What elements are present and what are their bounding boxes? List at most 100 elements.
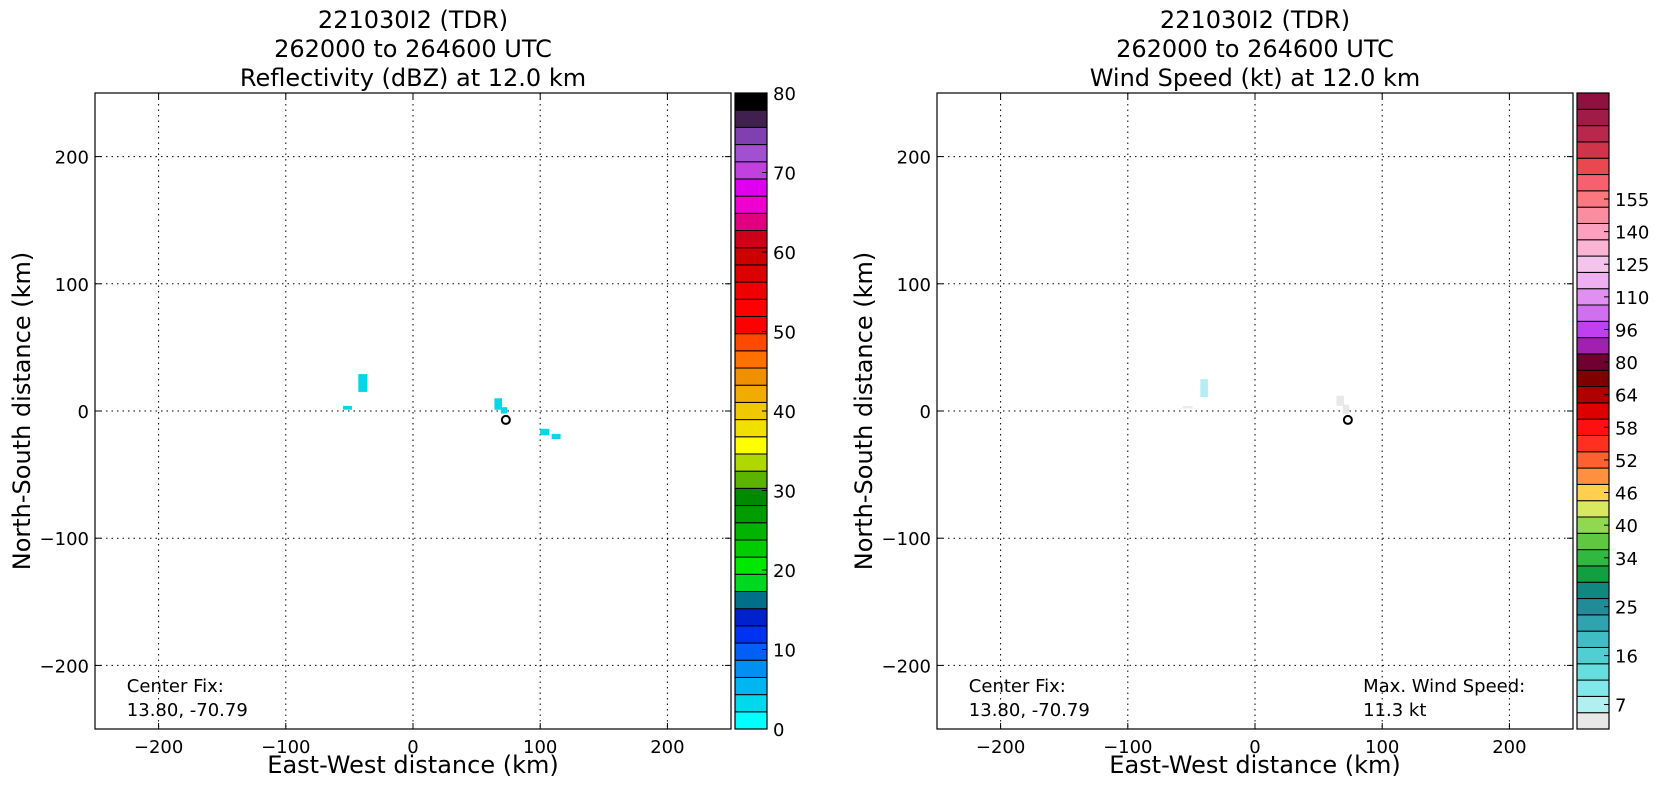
colorbar-tick-label: 40: [1615, 516, 1638, 537]
colorbar-segment: [734, 212, 768, 232]
colorbar-segment: [734, 126, 768, 146]
plot-frame: [936, 92, 1574, 730]
colorbar-frame: [1576, 92, 1610, 730]
x-tick-label: −200: [976, 737, 1025, 758]
colorbar-tick-label: 20: [773, 561, 796, 582]
colorbar-segment: [734, 590, 768, 610]
colorbar-segment: [734, 144, 768, 163]
chart-title-line: 221030I2 (TDR): [318, 6, 508, 34]
colorbar-segment: [1576, 679, 1610, 697]
colorbar-tick-label: 155: [1615, 190, 1649, 211]
colorbar-segment: [1576, 614, 1610, 632]
plot-annotation: 13.80, -70.79: [127, 700, 248, 721]
colorbar-tick-label: 50: [773, 323, 796, 344]
center-fix-marker: [500, 414, 511, 425]
colorbar-segment: [734, 350, 768, 369]
colorbar-tick-label: 40: [773, 402, 796, 423]
x-tick-label: 0: [407, 737, 418, 758]
colorbar-segment: [1576, 434, 1610, 453]
plot-annotation: 13.80, -70.79: [969, 700, 1090, 721]
colorbar-segment: [734, 642, 768, 661]
colorbar-segment: [734, 281, 768, 300]
colorbar-tick-label: 60: [773, 243, 796, 264]
plot-annotation: Center Fix:: [969, 676, 1066, 697]
reflectivity-chart: 221030I2 (TDR)262000 to 264600 UTCReflec…: [8, 6, 796, 779]
colorbar-segment: [734, 573, 768, 592]
colorbar-segment: [1576, 402, 1610, 420]
colorbar-segment: [1576, 467, 1610, 485]
echo-cell: [500, 407, 508, 414]
colorbar-tick-label: 80: [1615, 353, 1638, 374]
colorbar-segment: [1576, 630, 1610, 648]
colorbar-segment: [1576, 369, 1610, 388]
colorbar-segment: [734, 298, 768, 317]
echo-cell: [540, 428, 550, 436]
colorbar-tick-label: 96: [1615, 320, 1638, 341]
colorbar-segment: [734, 505, 768, 524]
plot-area: [95, 93, 731, 729]
colorbar-segment: [734, 539, 768, 558]
colorbar-segment: [1576, 174, 1610, 192]
colorbar-segment: [1576, 304, 1610, 322]
chart-title-line: Wind Speed (kt) at 12.0 km: [1090, 64, 1421, 92]
colorbar-tick-label: 34: [1615, 549, 1638, 570]
echo-cell: [1200, 379, 1208, 398]
x-tick-label: −200: [134, 737, 183, 758]
y-tick-label: 200: [897, 148, 931, 169]
echo-cell: [1336, 395, 1345, 406]
colorbar-segment: [734, 625, 768, 644]
colorbar-segment: [1576, 157, 1610, 176]
y-tick-label: −200: [40, 656, 89, 677]
x-tick-label: 100: [1365, 737, 1399, 758]
colorbar-segment: [1576, 663, 1610, 681]
colorbar-segment: [1576, 141, 1610, 159]
echo-cell: [343, 405, 352, 410]
x-tick-label: 200: [1492, 737, 1526, 758]
colorbar-segment: [734, 711, 768, 730]
colorbar-tick-label: 64: [1615, 386, 1638, 407]
colorbar-segment: [734, 419, 768, 438]
colorbar-segment: [734, 178, 768, 197]
colorbar-segment: [734, 109, 768, 128]
colorbar-tick-label: 70: [773, 164, 796, 185]
x-tick-label: 200: [650, 737, 684, 758]
colorbar-segment: [1576, 532, 1610, 551]
colorbar-segment: [1576, 239, 1610, 257]
colorbar-segment: [1576, 712, 1610, 730]
x-axis-label: East-West distance (km): [1109, 751, 1400, 779]
colorbar-tick-label: 16: [1615, 647, 1638, 668]
y-tick-label: −200: [882, 656, 931, 677]
colorbar-tick-label: 80: [773, 84, 796, 105]
colorbar-tick-label: 10: [773, 641, 796, 662]
colorbar-tick-label: 25: [1615, 598, 1638, 619]
colorbar-tick-label: 0: [773, 720, 784, 741]
echo-cell: [494, 398, 503, 410]
colorbar-segment: [734, 436, 768, 455]
plot-annotation: 11.3 kt: [1363, 700, 1426, 721]
colorbar-segment: [734, 470, 768, 489]
colorbar-segment: [1576, 206, 1610, 224]
x-tick-label: −100: [261, 737, 310, 758]
plot-annotation: Max. Wind Speed:: [1363, 676, 1525, 697]
colorbar-tick-label: 52: [1615, 451, 1638, 472]
colorbar-segment: [734, 247, 768, 266]
colorbar-tick-label: 125: [1615, 255, 1649, 276]
plot-frame: [94, 92, 732, 730]
colorbar-segment: [734, 694, 768, 713]
colorbar-segment: [734, 556, 768, 575]
y-tick-label: 0: [920, 402, 931, 423]
center-fix-marker: [1342, 414, 1353, 425]
colorbar-segment: [734, 195, 768, 214]
colorbar-segment: [1576, 125, 1610, 143]
plot-area: [937, 93, 1573, 729]
plot-annotation: Center Fix:: [127, 676, 224, 697]
y-tick-label: −100: [40, 529, 89, 550]
colorbar-segment: [734, 676, 768, 696]
colorbar-segment: [734, 230, 768, 249]
y-tick-label: 100: [897, 275, 931, 296]
colorbar-segment: [734, 161, 768, 180]
y-axis-label: North-South distance (km): [8, 252, 36, 571]
colorbar-segment: [734, 453, 768, 472]
